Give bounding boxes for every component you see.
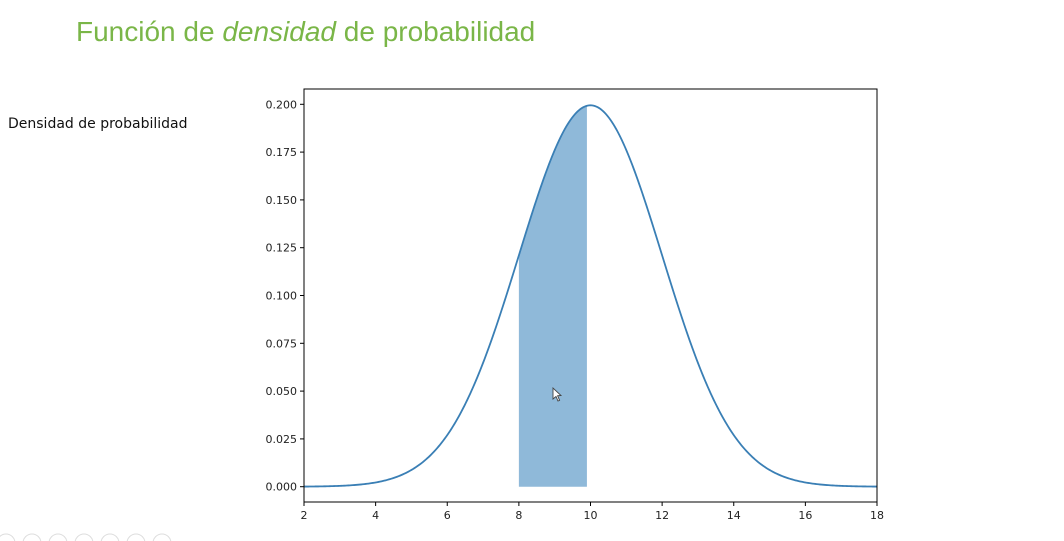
- y-tick-label: 0.200: [266, 98, 298, 111]
- y-tick-label: 0.000: [266, 481, 298, 494]
- y-tick-label: 0.150: [266, 194, 298, 207]
- decor-circle: [100, 533, 120, 541]
- x-tick-label: 6: [444, 509, 451, 522]
- x-tick-label: 18: [870, 509, 884, 522]
- shaded-area-layer: [518, 105, 587, 487]
- title-part-2: de probabilidad: [335, 16, 536, 47]
- shaded-probability-area: [518, 105, 587, 487]
- decorative-circles: [0, 533, 172, 541]
- decor-circle: [48, 533, 68, 541]
- decor-circle: [0, 533, 16, 541]
- density-curve: [303, 104, 878, 488]
- x-tick-label: 2: [301, 509, 308, 522]
- y-tick-label: 0.075: [266, 337, 298, 350]
- decor-circle: [152, 533, 172, 541]
- x-tick-label: 8: [515, 509, 522, 522]
- curve-layer: [303, 104, 878, 488]
- y-tick-label: 0.050: [266, 385, 298, 398]
- y-tick-label: 0.175: [266, 146, 298, 159]
- x-tick-label: 10: [584, 509, 598, 522]
- slide-title: Función de densidad de probabilidad: [76, 16, 535, 48]
- decor-circle: [22, 533, 42, 541]
- decor-circle: [126, 533, 146, 541]
- y-tick-label: 0.025: [266, 433, 298, 446]
- x-tick-label: 4: [372, 509, 379, 522]
- mouse-cursor-icon: [552, 386, 563, 402]
- plot-frame: [303, 88, 878, 503]
- y-tick-label: 0.100: [266, 290, 298, 303]
- x-tick-label: 14: [727, 509, 741, 522]
- decor-circle: [74, 533, 94, 541]
- title-part-1: Función de: [76, 16, 223, 47]
- title-emphasis: densidad: [222, 16, 336, 47]
- ticks-layer: 2 4 6 8 10 12 14 16 18 0.000 0.025 0.050 0.075 0.100 0…: [266, 98, 885, 522]
- density-label: Densidad de probabilidad: [8, 116, 188, 132]
- x-tick-label: 16: [798, 509, 812, 522]
- x-tick-label: 12: [655, 509, 669, 522]
- y-tick-label: 0.125: [266, 242, 298, 255]
